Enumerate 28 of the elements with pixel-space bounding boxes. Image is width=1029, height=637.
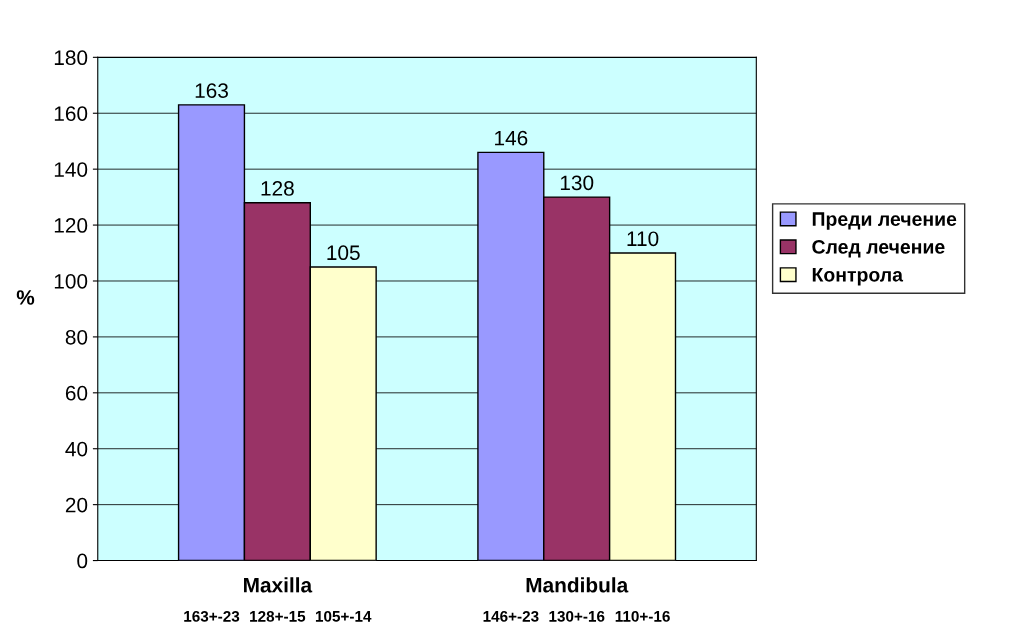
x-tick-label: Maxilla — [244, 577, 313, 593]
y-tick-label: 100 — [54, 273, 88, 289]
y-tick-label: 40 — [65, 441, 88, 457]
y-tick-label: 140 — [54, 162, 88, 177]
text: 110+-16 — [615, 610, 670, 622]
x-tick-label: Mandibula — [526, 577, 629, 593]
y-tick-label: 80 — [65, 329, 88, 345]
y-axis-title: % — [16, 290, 35, 305]
data-label: 163 — [195, 83, 228, 98]
y-tick-label: 60 — [65, 385, 88, 401]
y-tick-label: 20 — [65, 497, 88, 513]
text: 146+-23 — [483, 610, 539, 622]
data-label: 128 — [261, 181, 294, 196]
y-tick-label: 160 — [54, 106, 88, 121]
text: 130+-16 — [549, 610, 605, 622]
legend-label: Контрола — [812, 268, 904, 286]
legend-label: След лечение — [812, 240, 945, 258]
y-tick-label: 0 — [77, 553, 88, 569]
text: 128+-15 — [250, 610, 306, 622]
y-tick-label: 120 — [54, 218, 88, 233]
y-tick-label: 180 — [54, 50, 88, 66]
data-label: 105 — [327, 245, 360, 261]
legend-label: Преди лечение — [812, 212, 957, 230]
text: 163+-23 — [184, 610, 240, 622]
data-label: 130 — [560, 175, 594, 191]
data-label: 110 — [627, 231, 659, 247]
text: 105+-14 — [315, 610, 372, 622]
data-label: 146 — [495, 130, 528, 146]
